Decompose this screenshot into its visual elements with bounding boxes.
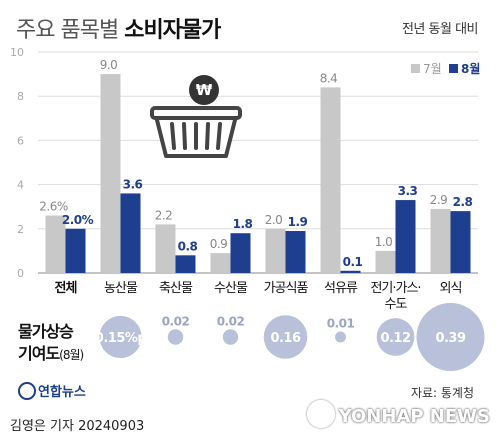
logo-mark-icon	[18, 382, 36, 400]
logo-text: 연합뉴스	[38, 385, 86, 400]
contribution-label-value: 0.15%p	[95, 331, 147, 346]
bar-august	[340, 270, 361, 273]
contribution-label-value: 0.02	[217, 314, 245, 328]
category-label: 수도	[385, 297, 408, 312]
legend-july-label: 7월	[423, 62, 442, 76]
category-label: 석유류	[324, 281, 358, 296]
title-bold: 소비자물가	[124, 18, 221, 43]
august-value-label: 0.1	[343, 255, 363, 269]
contribution-label-line2: 기여도(8월)	[18, 340, 84, 364]
category-label: 축산물	[159, 281, 193, 296]
bar-july	[265, 228, 286, 273]
y-tick-label: 0	[17, 267, 24, 280]
contribution-label-value: 0.02	[162, 314, 190, 328]
july-value-label: 2.2	[155, 208, 173, 222]
contribution-label2: 기여도	[18, 344, 60, 363]
july-value-label: 0.9	[210, 237, 228, 251]
category-label: 수산물	[214, 281, 248, 296]
bar-july	[375, 250, 396, 273]
august-value-label: 2.0%	[62, 213, 94, 227]
watermark-icon	[306, 400, 335, 428]
contribution-label-value: 0.39	[435, 331, 466, 346]
won-coin-icon	[189, 75, 219, 105]
category-label: 전체	[55, 280, 77, 296]
basket-slat	[170, 122, 176, 150]
contribution-label: 물가상승	[18, 322, 74, 341]
august-value-label: 1.8	[233, 217, 253, 231]
basket-slat	[182, 122, 187, 150]
y-tick-label: 4	[17, 179, 24, 192]
legend-august-label: 8월	[461, 61, 480, 76]
bar-july	[45, 215, 66, 273]
contribution-label-note: (8월)	[59, 348, 84, 362]
y-tick-label: 8	[17, 90, 24, 103]
july-value-label: 8.4	[320, 71, 338, 85]
contribution-bubble	[222, 329, 239, 345]
bar-august	[285, 231, 306, 273]
bar-august	[65, 228, 86, 273]
bar-august	[395, 200, 416, 273]
august-value-label: 0.8	[178, 239, 198, 253]
legend-august-swatch	[449, 64, 458, 73]
y-tick-label: 6	[17, 134, 24, 147]
august-value-label: 2.8	[453, 195, 473, 209]
chart-title: 주요 품목별 소비자물가	[16, 12, 221, 44]
basket-slat	[216, 122, 222, 150]
bar-july	[210, 253, 231, 273]
contribution-bubble	[416, 303, 485, 371]
bar-august	[230, 233, 251, 273]
bar-august	[450, 211, 471, 273]
contribution-bubble	[263, 315, 308, 359]
contribution-bubble	[99, 315, 142, 359]
contribution-bubble	[167, 329, 184, 345]
contribution-label-value: 0.01	[327, 317, 355, 331]
category-label: 농산물	[104, 281, 138, 296]
july-value-label: 2.9	[430, 193, 448, 207]
august-value-label: 3.6	[123, 177, 143, 191]
august-value-label: 3.3	[398, 184, 418, 198]
contribution-bubble	[335, 331, 346, 343]
july-value-label: 2.6%	[39, 200, 68, 214]
contribution-label-value: 0.16	[270, 331, 301, 346]
bar-august	[120, 193, 141, 273]
won-symbol: ₩	[196, 81, 213, 99]
chart-subtitle: 전년 동월 대비	[401, 22, 479, 37]
watermark: YONHAP NEWS	[306, 400, 490, 428]
july-value-label: 2.0	[265, 213, 283, 227]
bar-july	[100, 74, 121, 273]
basket-slat	[205, 122, 210, 150]
bar-july	[430, 208, 451, 273]
contribution-label-value: 0.12	[380, 331, 410, 346]
basket-rim	[150, 106, 242, 120]
title-light: 주요 품목별	[16, 18, 119, 43]
byline: 김영은 기자 20240903	[10, 419, 145, 434]
august-value-label: 1.9	[288, 215, 308, 229]
y-tick-label: 2	[17, 223, 24, 236]
bar-july	[320, 87, 341, 273]
legend-july-swatch	[411, 64, 420, 73]
watermark-text: YONHAP NEWS	[338, 406, 490, 427]
bar-july	[155, 224, 176, 273]
category-label: 전기·가스·	[370, 281, 420, 296]
bar-august	[175, 255, 196, 273]
yonhap-logo: 연합뉴스	[18, 381, 86, 400]
contribution-bubble	[376, 318, 415, 356]
category-label: 외식	[440, 281, 462, 296]
category-label: 가공식품	[264, 281, 309, 296]
y-tick-label: 10	[10, 46, 24, 59]
july-value-label: 9.0	[100, 58, 118, 72]
july-value-label: 1.0	[375, 235, 393, 249]
source-note: 자료: 통계청	[410, 386, 474, 400]
